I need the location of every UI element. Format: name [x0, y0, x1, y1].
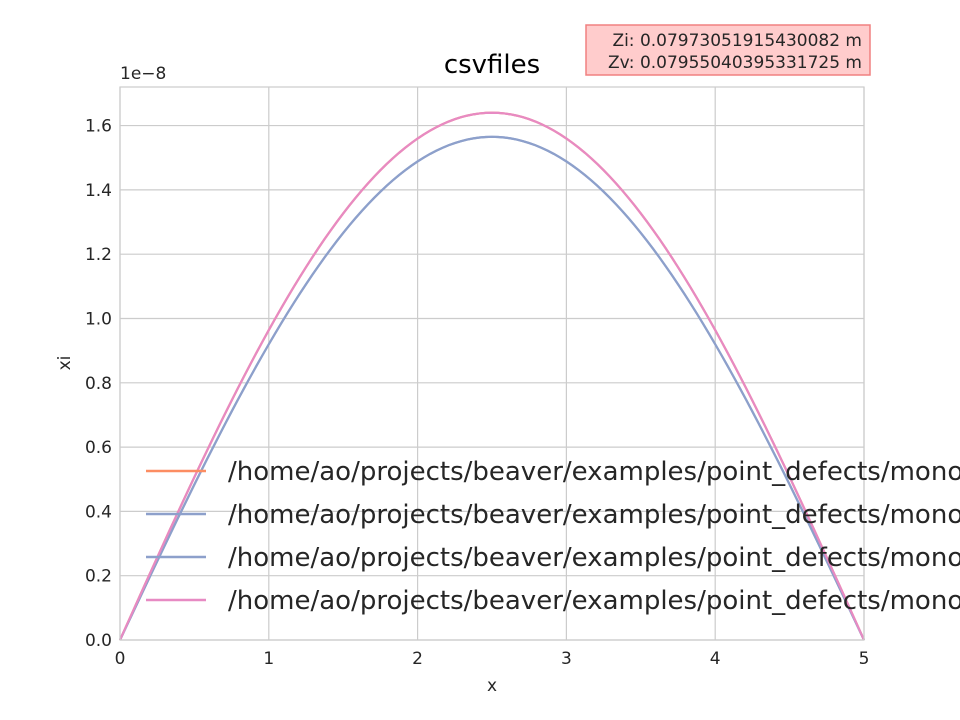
y-offset-label: 1e−8: [120, 64, 166, 84]
y-tick-label: 0.6: [85, 438, 112, 458]
x-tick-label: 0: [115, 649, 126, 669]
y-tick-label: 0.8: [85, 374, 112, 394]
series-line-3: [119, 135, 865, 641]
plot-area: [120, 87, 864, 640]
y-tick-label: 0.0: [85, 631, 112, 651]
x-tick-label: 2: [412, 649, 423, 669]
y-axis-label: xi: [55, 356, 75, 371]
chart-title: csvfiles: [444, 50, 540, 80]
x-tick-label: 3: [561, 649, 572, 669]
y-tick-label: 1.4: [85, 181, 112, 201]
series-layer: [118, 111, 866, 641]
x-tick-label: 1: [263, 649, 274, 669]
y-tick-label: 1.6: [85, 117, 112, 137]
x-axis-label: x: [487, 676, 497, 696]
y-tick-label: 1.0: [85, 309, 112, 329]
info-box-zv: Zv: 0.07955040395331725 m: [608, 53, 862, 73]
legend-label: /home/ao/projects/beaver/examples/point_…: [228, 500, 960, 530]
y-tick-label: 1.2: [85, 245, 112, 265]
legend-label: /home/ao/projects/beaver/examples/point_…: [228, 457, 960, 487]
plot-frame: [119, 86, 865, 641]
legend: /home/ao/projects/beaver/examples/point_…: [146, 457, 960, 616]
grid-lines: [119, 87, 865, 641]
y-tick-label: 0.2: [85, 567, 112, 587]
series-line-4: [118, 111, 866, 641]
legend-label: /home/ao/projects/beaver/examples/point_…: [228, 543, 960, 573]
x-tick-label: 5: [859, 649, 870, 669]
info-box-background: [585, 24, 871, 76]
x-tick-label: 4: [710, 649, 721, 669]
y-tick-labels: 0.0 0.2 0.4 0.6 0.8 1.0 1.2 1.4 1.6: [85, 117, 112, 651]
y-tick-label: 0.4: [85, 502, 112, 522]
x-tick-labels: 0 1 2 3 4 5: [115, 649, 870, 669]
info-box-zi: Zi: 0.07973051915430082 m: [612, 31, 862, 51]
legend-label: /home/ao/projects/beaver/examples/point_…: [228, 586, 960, 616]
info-box: Zi: 0.07973051915430082 m Zv: 0.07955040…: [585, 24, 871, 76]
